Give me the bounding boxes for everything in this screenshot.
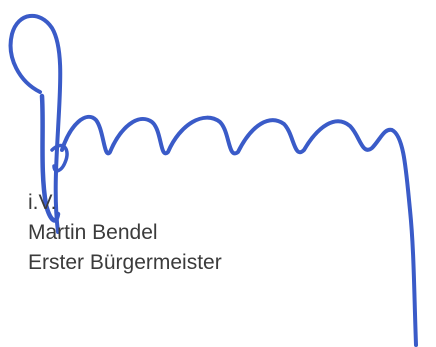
- signature-stroke-loop: [8, 13, 63, 234]
- signatory-title: Erster Bürgermeister: [28, 251, 222, 274]
- signature-stroke-vertical: [39, 93, 61, 223]
- signature-stroke-hook: [50, 143, 69, 173]
- signature-stroke-waves: [60, 114, 418, 347]
- signature-block: i.V. Martin Bendel Erster Bürgermeister: [28, 188, 222, 278]
- proxy-note: i.V.: [28, 191, 57, 214]
- signatory-name: Martin Bendel: [28, 221, 158, 244]
